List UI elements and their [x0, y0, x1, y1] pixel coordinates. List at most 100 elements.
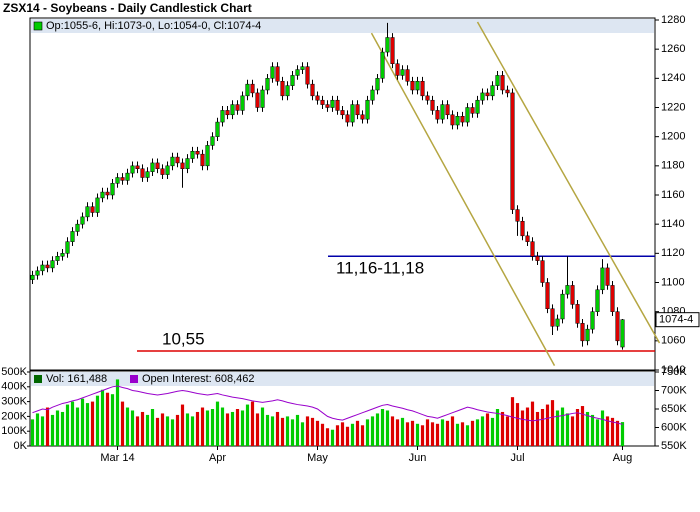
y-tick-label: 1160 — [661, 189, 685, 201]
candle-body — [110, 183, 115, 196]
volume-bar — [240, 410, 245, 446]
candle-body — [510, 92, 515, 210]
candle-body — [610, 285, 615, 312]
candle-body — [355, 104, 360, 116]
candle-body — [195, 151, 200, 155]
y-tick-label: 1260 — [661, 43, 685, 55]
volume-bar — [165, 416, 170, 446]
candle-body — [260, 89, 265, 108]
candle-body — [480, 92, 485, 101]
candle-body — [165, 165, 170, 175]
volume-bar — [135, 416, 140, 446]
price-panel — [29, 17, 656, 371]
candle-body — [35, 270, 40, 276]
volume-bar — [545, 404, 550, 446]
volume-bar — [185, 413, 190, 446]
price-header-band — [31, 19, 654, 33]
candle-body — [320, 99, 325, 105]
volume-bar — [225, 413, 230, 446]
candle-body — [585, 328, 590, 342]
candle-body — [95, 197, 100, 213]
candle-body — [205, 145, 210, 167]
volume-bar — [175, 414, 180, 446]
volume-bar — [495, 409, 500, 446]
candle-body — [145, 171, 150, 178]
volume-bar — [315, 420, 320, 446]
volume-bar — [365, 419, 370, 446]
volume-bar — [245, 404, 250, 446]
y-tick-label: 1120 — [661, 247, 685, 259]
candle-body — [240, 95, 245, 111]
ohlc-text: Op:1055-6, Hi:1073-0, Lo:1054-0, Cl:1074… — [46, 20, 261, 32]
x-tick-label: May — [307, 452, 328, 464]
y2-tick-label: 700K — [661, 384, 687, 396]
volume-bar — [380, 409, 385, 446]
candle-body — [100, 191, 105, 199]
volume-bar — [260, 407, 265, 446]
candle-body — [90, 206, 95, 213]
volume-bar — [160, 413, 165, 446]
volume-bar — [335, 425, 340, 446]
volume-bar — [530, 401, 535, 446]
vol-legend: Vol: 161,488 — [46, 373, 107, 385]
volume-bar — [580, 406, 585, 446]
candle-body — [180, 162, 185, 170]
candle-body — [215, 121, 220, 137]
volume-bar — [85, 403, 90, 446]
volume-bar — [395, 419, 400, 446]
candle-body — [160, 168, 165, 175]
volume-bar — [50, 414, 55, 446]
volume-bar — [370, 416, 375, 446]
volume-bar — [535, 411, 540, 446]
volume-bar — [170, 419, 175, 446]
volume-bar — [610, 417, 615, 446]
candle-body — [105, 191, 110, 196]
oi-line — [32, 385, 623, 425]
volume-bar — [350, 423, 355, 446]
candle-body — [325, 104, 330, 108]
volume-bar — [265, 414, 270, 446]
x-tick-label: Jun — [409, 452, 427, 464]
volume-bar — [465, 425, 470, 446]
volume-bar — [30, 419, 35, 446]
x-tick-label: Jul — [510, 452, 524, 464]
volume-bar — [475, 419, 480, 446]
candle-body — [235, 104, 240, 111]
candle-body — [360, 114, 365, 120]
candle-body — [60, 253, 65, 257]
candle-body — [225, 110, 230, 116]
candle-body — [540, 260, 545, 283]
candle-body — [580, 323, 585, 342]
candle-body — [435, 110, 440, 120]
candle-body — [295, 69, 300, 76]
y2-tick-label: 650K — [661, 403, 687, 415]
candle-body — [185, 158, 190, 170]
candle-body — [50, 260, 55, 269]
volume-bar — [470, 420, 475, 446]
y-tick-label: 200K — [1, 410, 27, 422]
volume-bar — [430, 422, 435, 446]
x-tick-label: Aug — [613, 452, 633, 464]
y-tick-label: 500K — [1, 366, 27, 378]
volume-bar — [415, 423, 420, 446]
candle-body — [330, 99, 335, 108]
volume-bar — [115, 379, 120, 446]
y-tick-label: 0K — [14, 440, 28, 452]
candle-body — [140, 168, 145, 178]
y-tick-label: 1240 — [661, 72, 685, 84]
candle-body — [65, 241, 70, 254]
candle-body — [560, 293, 565, 320]
candle-body — [595, 289, 600, 312]
volume-bar — [385, 410, 390, 446]
y2-tick-label: 550K — [661, 440, 687, 452]
volume-bar — [150, 409, 155, 446]
volume-header-band — [31, 372, 654, 386]
candle-body — [345, 114, 350, 123]
volume-bar — [400, 417, 405, 446]
volume-bar — [500, 411, 505, 446]
candle-body — [200, 153, 205, 167]
volume-bar — [555, 410, 560, 446]
volume-bar — [590, 414, 595, 446]
volume-bar — [320, 423, 325, 446]
